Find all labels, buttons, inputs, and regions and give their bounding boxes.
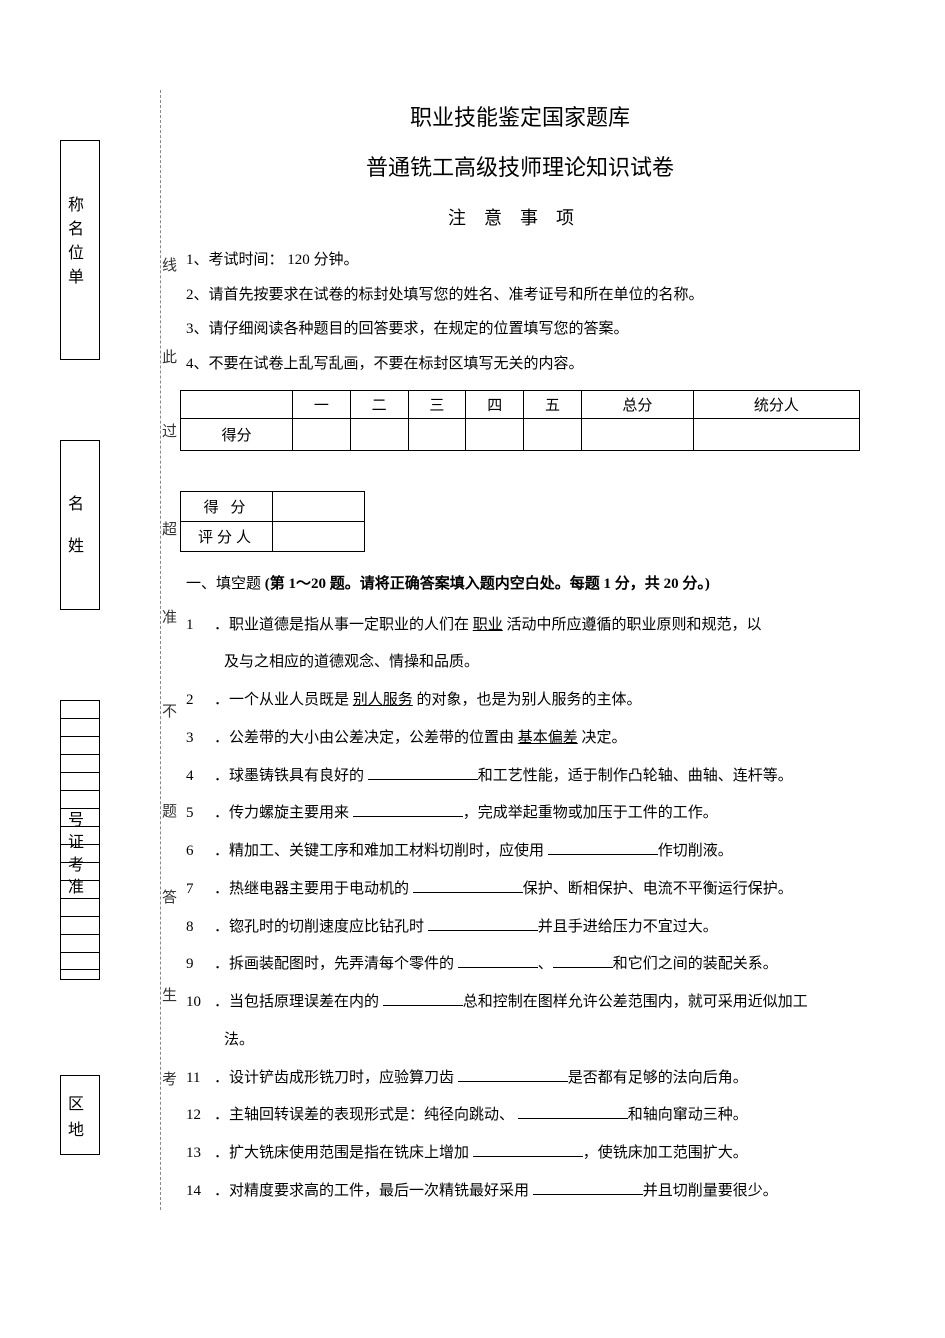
margin-char: 超 bbox=[162, 518, 177, 539]
score-col-header: 四 bbox=[466, 391, 524, 419]
label-region: 区 地 bbox=[68, 1092, 84, 1143]
score-col-header: 二 bbox=[350, 391, 408, 419]
filled-answer: 职业 bbox=[473, 617, 503, 633]
instruction-2: 2、请首先按要求在试卷的标封处填写您的姓名、准考证号和所在单位的名称。 bbox=[186, 281, 860, 310]
question-line: 10．当包括原理误差在内的 总和控制在图样允许公差范围内，就可采用近似加工 bbox=[186, 986, 854, 1020]
margin-char: 过 bbox=[162, 420, 177, 441]
question-line: 7．热继电器主要用于电动机的 保护、断相保护、电流不平衡运行保护。 bbox=[186, 873, 854, 907]
seal-dashed-line bbox=[160, 90, 161, 1210]
instruction-4: 4、不要在试卷上乱写乱画，不要在标封区填写无关的内容。 bbox=[186, 350, 860, 379]
instruction-3: 3、请仔细阅读各种题目的回答要求，在规定的位置填写您的答案。 bbox=[186, 315, 860, 344]
blank-field[interactable] bbox=[458, 953, 538, 968]
score-cell[interactable] bbox=[408, 419, 466, 451]
score-row-label: 得分 bbox=[181, 419, 293, 451]
score-col-header: 统分人 bbox=[693, 391, 859, 419]
filled-answer: 别人服务 bbox=[353, 692, 413, 708]
blank-field[interactable] bbox=[533, 1180, 643, 1195]
blank-field[interactable] bbox=[548, 840, 658, 855]
score-cell[interactable] bbox=[466, 419, 524, 451]
notice-heading: 注意事项 bbox=[180, 204, 860, 230]
page-title-2: 普通铣工高级技师理论知识试卷 bbox=[180, 150, 860, 182]
margin-char: 准 bbox=[162, 606, 177, 627]
filled-answer: 基本偏差 bbox=[518, 730, 578, 746]
score-cell[interactable] bbox=[581, 419, 693, 451]
score-table: 一二三四五总分统分人 得分 bbox=[180, 390, 860, 451]
question-line: 12．主轴回转误差的表现形式是：纯径向跳动、 和轴向窜动三种。 bbox=[186, 1099, 854, 1133]
blank-field[interactable] bbox=[553, 953, 613, 968]
margin-char: 不 bbox=[162, 700, 177, 721]
question-line: 14．对精度要求高的工件，最后一次精铣最好采用 并且切削量要很少。 bbox=[186, 1175, 854, 1209]
question-line: 11．设计铲齿成形铣刀时，应验算刀齿 是否都有足够的法向后角。 bbox=[186, 1062, 854, 1096]
blank-field[interactable] bbox=[458, 1067, 568, 1082]
page-title-1: 职业技能鉴定国家题库 bbox=[180, 100, 860, 132]
question-line: 2．一个从业人员既是 别人服务 的对象，也是为别人服务的主体。 bbox=[186, 684, 854, 718]
score-col-header: 三 bbox=[408, 391, 466, 419]
score-col-header: 总分 bbox=[581, 391, 693, 419]
blank-field[interactable] bbox=[368, 765, 478, 780]
margin-char: 此 bbox=[162, 346, 177, 367]
blank-field[interactable] bbox=[413, 878, 523, 893]
grader-person-label: 评分人 bbox=[181, 522, 273, 552]
grader-person-cell[interactable] bbox=[273, 522, 365, 552]
score-col-header: 五 bbox=[524, 391, 582, 419]
margin-char: 题 bbox=[162, 800, 177, 821]
exam-page: 职业技能鉴定国家题库 普通铣工高级技师理论知识试卷 注意事项 1、考试时间： 1… bbox=[180, 100, 860, 1213]
grader-score-cell[interactable] bbox=[273, 492, 365, 522]
score-cell[interactable] bbox=[350, 419, 408, 451]
blank-field[interactable] bbox=[353, 802, 463, 817]
blank-field[interactable] bbox=[383, 991, 463, 1006]
section-1-title: 一、填空题 (第 1～20 题。请将正确答案填入题内空白处。每题 1 分，共 2… bbox=[186, 570, 854, 599]
blank-field[interactable] bbox=[518, 1104, 628, 1119]
question-line: 4．球墨铸铁具有良好的 和工艺性能，适于制作凸轮轴、曲轴、连杆等。 bbox=[186, 760, 854, 794]
question-line: 8．锪孔时的切削速度应比钻孔时 并且手进给压力不宜过大。 bbox=[186, 911, 854, 945]
label-name: 名 姓 bbox=[68, 484, 84, 567]
question-line: 6．精加工、关键工序和难加工材料切削时，应使用 作切削液。 bbox=[186, 835, 854, 869]
grader-score-label: 得 分 bbox=[181, 492, 273, 522]
blank-field[interactable] bbox=[473, 1142, 583, 1157]
grader-table: 得 分 评分人 bbox=[180, 491, 365, 552]
score-cell[interactable] bbox=[524, 419, 582, 451]
question-continuation: 法。 bbox=[224, 1024, 860, 1058]
question-line: 13．扩大铣床使用范围是指在铣床上增加 ，使铣床加工范围扩大。 bbox=[186, 1137, 854, 1171]
score-col-header bbox=[181, 391, 293, 419]
question-line: 3．公差带的大小由公差决定，公差带的位置由 基本偏差 决定。 bbox=[186, 722, 854, 756]
instruction-1: 1、考试时间： 120 分钟。 bbox=[186, 246, 860, 275]
margin-char: 线 bbox=[162, 254, 177, 275]
label-exam-id: 号 证 考 准 bbox=[68, 810, 84, 900]
margin-char: 考 bbox=[162, 1068, 177, 1089]
question-line: 5．传力螺旋主要用来 ，完成举起重物或加压于工件的工作。 bbox=[186, 797, 854, 831]
question-continuation: 及与之相应的道德观念、情操和品质。 bbox=[224, 646, 860, 680]
score-cell[interactable] bbox=[292, 419, 350, 451]
score-cell[interactable] bbox=[693, 419, 859, 451]
margin-char: 答 bbox=[162, 886, 177, 907]
question-line: 1．职业道德是指从事一定职业的人们在 职业 活动中所应遵循的职业原则和规范，以 bbox=[186, 609, 854, 643]
score-col-header: 一 bbox=[292, 391, 350, 419]
margin-char: 生 bbox=[162, 984, 177, 1005]
question-line: 9．拆画装配图时，先弄清每个零件的 、和它们之间的装配关系。 bbox=[186, 948, 854, 982]
label-unit: 称 名 位 单 bbox=[68, 194, 84, 290]
blank-field[interactable] bbox=[428, 916, 538, 931]
